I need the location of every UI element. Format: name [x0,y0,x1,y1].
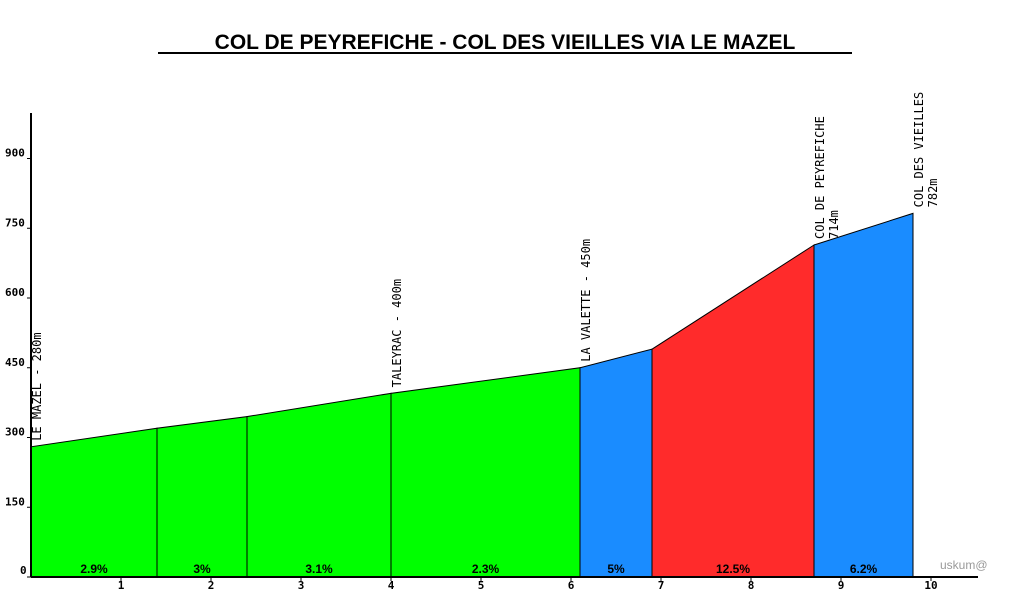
location-label-5: COL DES VIEILLES 782m [912,92,940,208]
y-tick-label-0: 0 [20,564,27,577]
location-label-4: COL DE PEYREFICHE 714m [813,116,841,239]
profile-segments: 2.9% 3% 3.1% 2.3% 5% 12.5% 6.2% [30,212,914,578]
y-tick-label-600: 600 [5,286,25,299]
x-tick-label-5: 5 [478,579,485,592]
segment-2 [156,416,248,578]
y-tick-label-900: 900 [5,147,25,160]
y-tick-label-150: 150 [5,495,25,508]
gradient-label-4: 2.3% [472,562,500,576]
location-label-1-line-1: LE MAZEL - 280m [30,332,44,440]
y-tick-label-300: 300 [5,426,25,439]
location-label-5-line-1: COL DES VIEILLES [912,92,926,208]
x-tick-label-8: 8 [748,579,755,592]
y-tick-label-450: 450 [5,356,25,369]
location-label-3: LA VALETTE - 450m [579,239,593,362]
segment-7 [813,212,914,578]
segment-1 [30,427,158,578]
segment-6 [651,244,815,578]
gradient-label-7: 6.2% [850,562,878,576]
location-label-4-line-2: 714m [827,210,841,239]
x-tick-label-10: 10 [924,579,937,592]
x-tick-label-9: 9 [838,579,845,592]
location-label-5-line-2: 782m [926,178,940,207]
credit-text: uskum@ [940,558,988,572]
x-tick-label-6: 6 [568,579,575,592]
location-label-3-line-1: LA VALETTE - 450m [579,239,593,362]
y-tick-label-750: 750 [5,216,25,229]
location-labels: LE MAZEL - 280m TALEYRAC - 400m LA VALETTE… [30,92,940,441]
x-tick-label-2: 2 [208,579,215,592]
axes: 1 2 3 4 5 6 7 8 9 10 0 150 300 450 600 750 900 [5,113,978,592]
gradient-label-5: 5% [607,562,625,576]
location-label-4-line-1: COL DE PEYREFICHE [813,116,827,239]
location-label-1: LE MAZEL - 280m [30,332,44,440]
x-tick-label-4: 4 [388,579,395,592]
segment-3 [246,392,392,578]
gradient-label-1: 2.9% [80,562,108,576]
x-tick-label-3: 3 [298,579,305,592]
segment-5 [579,348,653,578]
gradient-label-2: 3% [193,562,211,576]
x-tick-label-7: 7 [658,579,665,592]
gradient-label-3: 3.1% [305,562,333,576]
chart-title: COL DE PEYREFICHE - COL DES VIEILLES VIA… [215,31,796,54]
gradient-label-6: 12.5% [716,562,750,576]
x-tick-label-1: 1 [118,579,125,592]
location-label-2-line-1: TALEYRAC - 400m [390,279,404,387]
segment-4 [390,367,581,578]
location-label-2: TALEYRAC - 400m [390,279,404,387]
